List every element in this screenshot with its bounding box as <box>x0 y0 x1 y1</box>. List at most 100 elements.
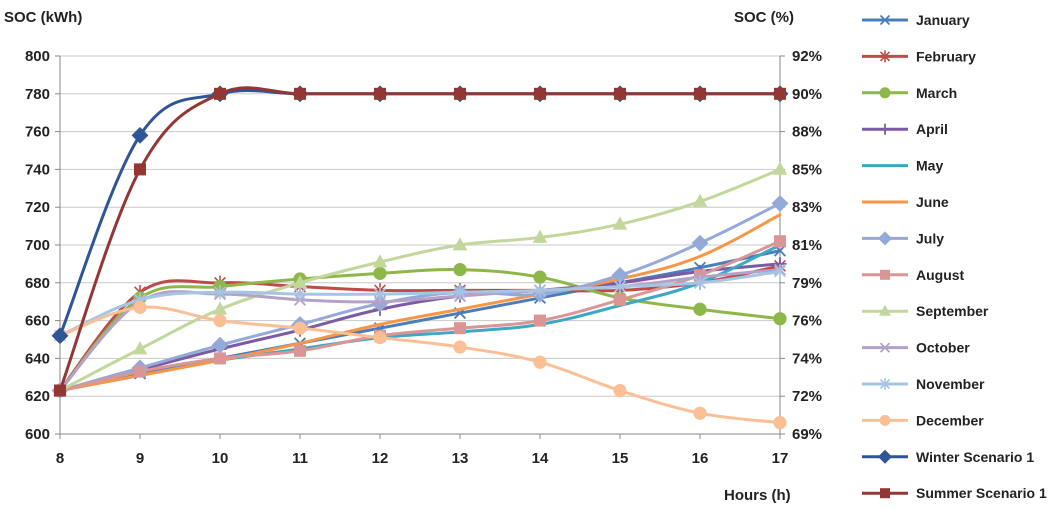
point-december <box>133 300 147 314</box>
legend-marker-april <box>879 123 891 135</box>
point-december <box>773 416 787 430</box>
point-summer-scenario-1 <box>294 87 306 100</box>
series-line-january <box>58 249 782 393</box>
legend-marker-september <box>879 304 891 316</box>
point-november <box>614 279 626 294</box>
point-winter-scenario-1 <box>51 327 69 345</box>
legend-marker-august <box>880 269 890 280</box>
point-july <box>771 195 789 212</box>
point-winter-scenario-1 <box>131 126 149 144</box>
legend-marker-january <box>879 14 891 26</box>
legend-item-july: July <box>862 230 944 246</box>
point-august <box>294 344 306 357</box>
legend-item-april: April <box>862 121 948 137</box>
y-right-tick-label: 72% <box>792 388 822 405</box>
point-summer-scenario-1 <box>534 87 546 100</box>
point-march <box>453 262 467 277</box>
point-august <box>614 293 626 306</box>
point-august <box>134 365 146 378</box>
x-tick-label: 8 <box>56 450 64 467</box>
x-tick-label: 17 <box>772 450 789 467</box>
point-september <box>772 161 788 175</box>
legend-label-july: July <box>916 230 944 246</box>
y-right-axis-title: SOC (%) <box>734 9 794 26</box>
point-september <box>212 301 228 315</box>
y-right-tick-label: 85% <box>792 161 822 178</box>
point-july <box>211 336 229 354</box>
series-line-july <box>58 201 782 393</box>
x-axis-title: Hours (h) <box>724 487 791 504</box>
y-left-axis-title: SOC (kWh) <box>4 9 82 26</box>
series-line-september <box>58 167 782 393</box>
point-december <box>533 355 547 369</box>
point-summer-scenario-1 <box>694 87 706 100</box>
legend-label-december: December <box>916 412 984 428</box>
legend-item-may: May <box>862 158 943 174</box>
point-march <box>533 270 547 284</box>
legend-marker-december <box>879 414 891 426</box>
point-september <box>132 341 148 355</box>
legend-label-january: January <box>916 12 970 28</box>
y-right-tick-label: 88% <box>792 124 822 141</box>
legend-item-january: January <box>862 12 970 28</box>
legend-marker-march <box>879 87 891 99</box>
x-tick-label: 15 <box>612 450 629 467</box>
y-left-tick-label: 600 <box>25 426 50 443</box>
point-august <box>214 352 226 365</box>
legend-label-october: October <box>916 340 970 356</box>
point-august <box>774 235 786 248</box>
y-right-tick-label: 69% <box>792 426 822 443</box>
point-summer-scenario-1 <box>214 87 226 100</box>
legend-marker-summer-scenario-1 <box>880 488 890 499</box>
point-summer-scenario-1 <box>134 163 146 176</box>
point-december <box>693 406 707 420</box>
legend-item-october: October <box>862 340 970 356</box>
series-line-june <box>58 213 782 393</box>
y-left-tick-label: 800 <box>25 48 50 65</box>
series-line-april <box>58 262 782 393</box>
legend-label-may: May <box>916 158 943 174</box>
y-left-tick-label: 620 <box>25 388 50 405</box>
point-september <box>692 193 708 207</box>
series-line-march <box>58 267 782 393</box>
point-july <box>611 266 629 284</box>
legend-item-march: March <box>862 85 957 101</box>
y-left-tick-label: 640 <box>25 350 50 367</box>
point-march <box>373 266 387 280</box>
point-november <box>694 275 706 290</box>
point-summer-scenario-1 <box>374 87 386 100</box>
legend-label-august: August <box>916 267 965 283</box>
legend-label-september: September <box>916 303 989 319</box>
point-september <box>612 216 628 230</box>
y-left-tick-label: 740 <box>25 161 50 178</box>
legend-label-february: February <box>916 48 976 64</box>
y-right-tick-label: 74% <box>792 350 822 367</box>
y-right-tick-label: 76% <box>792 313 822 330</box>
point-november <box>454 285 466 300</box>
legend-item-november: November <box>862 376 985 392</box>
legend-marker-july <box>878 231 892 246</box>
point-september <box>292 275 308 289</box>
legend-item-summer-scenario-1: Summer Scenario 1 <box>862 485 1047 501</box>
point-december <box>373 331 387 345</box>
point-november <box>214 285 226 300</box>
point-november <box>774 264 786 279</box>
point-september <box>532 229 548 243</box>
point-august <box>454 322 466 335</box>
x-tick-label: 16 <box>692 450 709 467</box>
x-tick-label: 12 <box>372 450 389 467</box>
tick-labels: 600 69% 620 72% 640 74% 660 76% 680 79% 700 81% 720 8… <box>25 48 822 467</box>
y-right-tick-label: 81% <box>792 237 822 254</box>
series-line-november <box>58 269 782 338</box>
y-left-tick-label: 760 <box>25 124 50 141</box>
legend-item-august: August <box>862 267 965 283</box>
point-summer-scenario-1 <box>614 87 626 100</box>
y-left-tick-label: 660 <box>25 313 50 330</box>
point-november <box>374 286 386 302</box>
legend-label-winter-scenario-1: Winter Scenario 1 <box>916 449 1034 465</box>
point-december <box>453 340 467 354</box>
legend-item-june: June <box>862 194 949 210</box>
legend-label-june: June <box>916 194 949 210</box>
legend-label-november: November <box>916 376 985 392</box>
y-right-tick-label: 83% <box>792 199 822 216</box>
